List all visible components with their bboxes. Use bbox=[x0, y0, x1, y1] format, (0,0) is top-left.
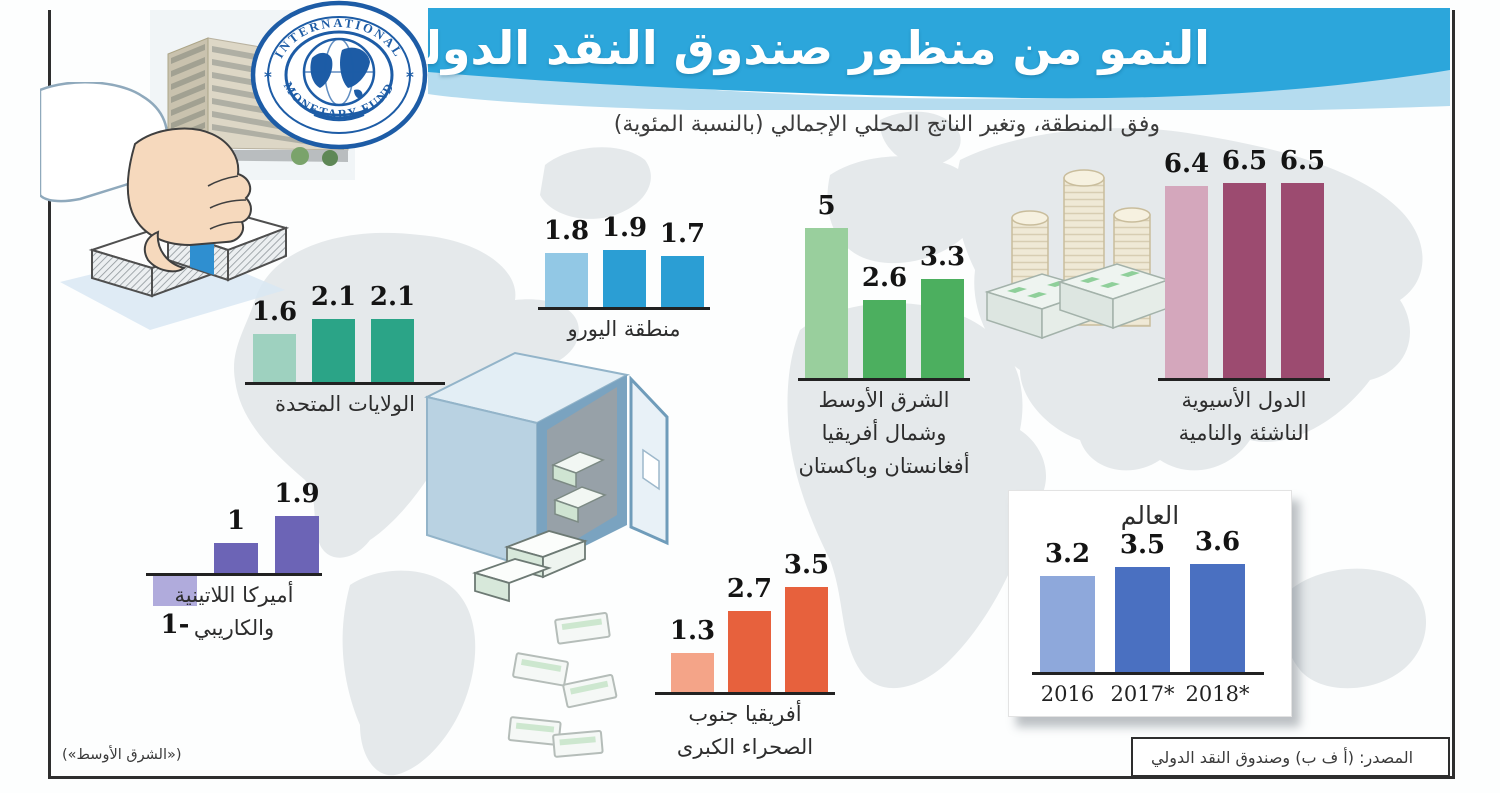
bar bbox=[728, 611, 771, 692]
axis-baseline bbox=[655, 692, 835, 695]
bar bbox=[921, 279, 964, 378]
bar-value-label: 2.1 bbox=[310, 282, 357, 312]
bar-value-label: 5 bbox=[817, 191, 836, 221]
axis-baseline bbox=[538, 307, 710, 310]
bar bbox=[275, 516, 319, 573]
bar-value-label: 6.5 bbox=[1221, 146, 1268, 176]
bar-value-label: 2.1 bbox=[369, 282, 416, 312]
region-label-line: أفريقيا جنوب bbox=[688, 702, 802, 726]
bar-value-label: 6.5 bbox=[1279, 146, 1326, 176]
bar bbox=[863, 300, 906, 378]
bar bbox=[1040, 576, 1095, 672]
category-label: 2017* bbox=[1110, 682, 1175, 706]
bar bbox=[214, 543, 258, 573]
bar bbox=[312, 319, 355, 382]
bar bbox=[661, 256, 704, 307]
bar-value-label: 1 bbox=[226, 506, 246, 536]
bar-value-label: 3.5 bbox=[1119, 530, 1166, 560]
bar-value-label: 1.7 bbox=[659, 219, 706, 249]
source-box: المصدر: (أ ف ب) وصندوق النقد الدولي bbox=[1131, 737, 1450, 777]
bar bbox=[1115, 567, 1170, 672]
axis-baseline bbox=[1032, 672, 1264, 675]
category-label: 2016 bbox=[1040, 682, 1095, 706]
axis-baseline bbox=[798, 378, 970, 381]
bar bbox=[671, 653, 714, 692]
credit-text: («الشرق الأوسط») bbox=[62, 747, 182, 763]
bar bbox=[545, 253, 588, 307]
bar-value-label: 1- bbox=[160, 610, 190, 640]
world-chart-title: العالم bbox=[1120, 501, 1180, 530]
bar-value-label: 1.6 bbox=[251, 297, 298, 327]
bar bbox=[371, 319, 414, 382]
region-label-line: الدول الأسيوية bbox=[1181, 388, 1307, 412]
infographic-subtitle: وفق المنطقة، وتغير الناتج المحلي الإجمال… bbox=[613, 112, 1160, 137]
category-label: 2018* bbox=[1185, 682, 1250, 706]
bar-value-label: 1.9 bbox=[601, 213, 648, 243]
bar bbox=[1223, 183, 1266, 378]
bar bbox=[785, 587, 828, 692]
source-text: المصدر: (أ ف ب) وصندوق النقد الدولي bbox=[1151, 747, 1414, 767]
bar bbox=[1190, 564, 1245, 672]
axis-baseline bbox=[1158, 378, 1330, 381]
region-label-line: منطقة اليورو bbox=[567, 317, 681, 341]
region-label-line: أميركا اللاتينية bbox=[174, 583, 294, 607]
bar bbox=[253, 334, 296, 382]
region-label-line: الناشئة والنامية bbox=[1178, 421, 1310, 445]
bar bbox=[1165, 186, 1208, 378]
region-label-line: الصحراء الكبرى bbox=[676, 735, 814, 759]
bar-value-label: 2.7 bbox=[726, 574, 773, 604]
bar-value-label: 1.3 bbox=[669, 616, 716, 646]
bar bbox=[153, 576, 197, 606]
axis-baseline bbox=[146, 573, 322, 576]
bar-value-label: 2.6 bbox=[861, 263, 908, 293]
bar-value-label: 3.2 bbox=[1044, 539, 1091, 569]
region-label-line: الولايات المتحدة bbox=[274, 392, 416, 416]
bar-value-label: 6.4 bbox=[1163, 149, 1210, 179]
axis-baseline bbox=[245, 382, 445, 385]
bar-value-label: 3.6 bbox=[1194, 527, 1241, 557]
region-label-line: الشرق الأوسط bbox=[818, 388, 950, 412]
bar-value-label: 3.3 bbox=[919, 242, 966, 272]
bar-value-label: 3.5 bbox=[783, 550, 830, 580]
infographic-title: النمو من منظور صندوق النقد الدولي bbox=[378, 21, 1210, 75]
bar bbox=[1281, 183, 1324, 378]
region-label-line: والكاريبي bbox=[193, 616, 275, 640]
bar bbox=[805, 228, 848, 378]
region-label-line: وشمال أفريقيا bbox=[821, 421, 947, 445]
banner-wave bbox=[428, 8, 1450, 110]
bar-value-label: 1.9 bbox=[274, 479, 320, 509]
title-banner: النمو من منظور صندوق النقد الدولي bbox=[378, 8, 1450, 110]
region-label-line: أفغانستان وباكستان bbox=[798, 454, 970, 478]
bar bbox=[603, 250, 646, 307]
bar-value-label: 1.8 bbox=[543, 216, 590, 246]
